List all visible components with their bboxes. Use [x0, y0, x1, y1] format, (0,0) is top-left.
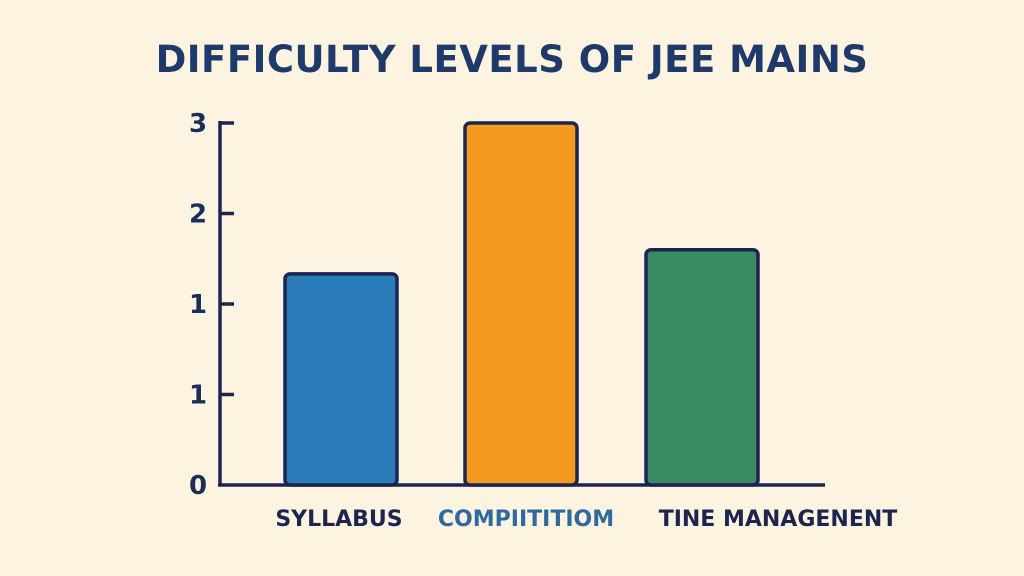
- bar-syllabus: [283, 272, 399, 487]
- bar-tine-managenent: [644, 247, 760, 487]
- x-category-label: TINE MANAGENENT: [659, 507, 898, 532]
- y-tick-label: 1: [189, 290, 207, 320]
- x-category-label: COMPIITITIOM: [438, 507, 614, 532]
- y-tick-label: 2: [189, 200, 207, 230]
- bar-compiititiom: [463, 121, 579, 487]
- y-tick-label: 1: [189, 381, 207, 411]
- y-tick-label: 3: [189, 109, 207, 139]
- y-tick-label: 0: [189, 471, 207, 501]
- x-category-label: SYLLABUS: [275, 507, 402, 532]
- chart-title: DIFFICULTY LEVELS OF JEE MAINS: [155, 38, 869, 81]
